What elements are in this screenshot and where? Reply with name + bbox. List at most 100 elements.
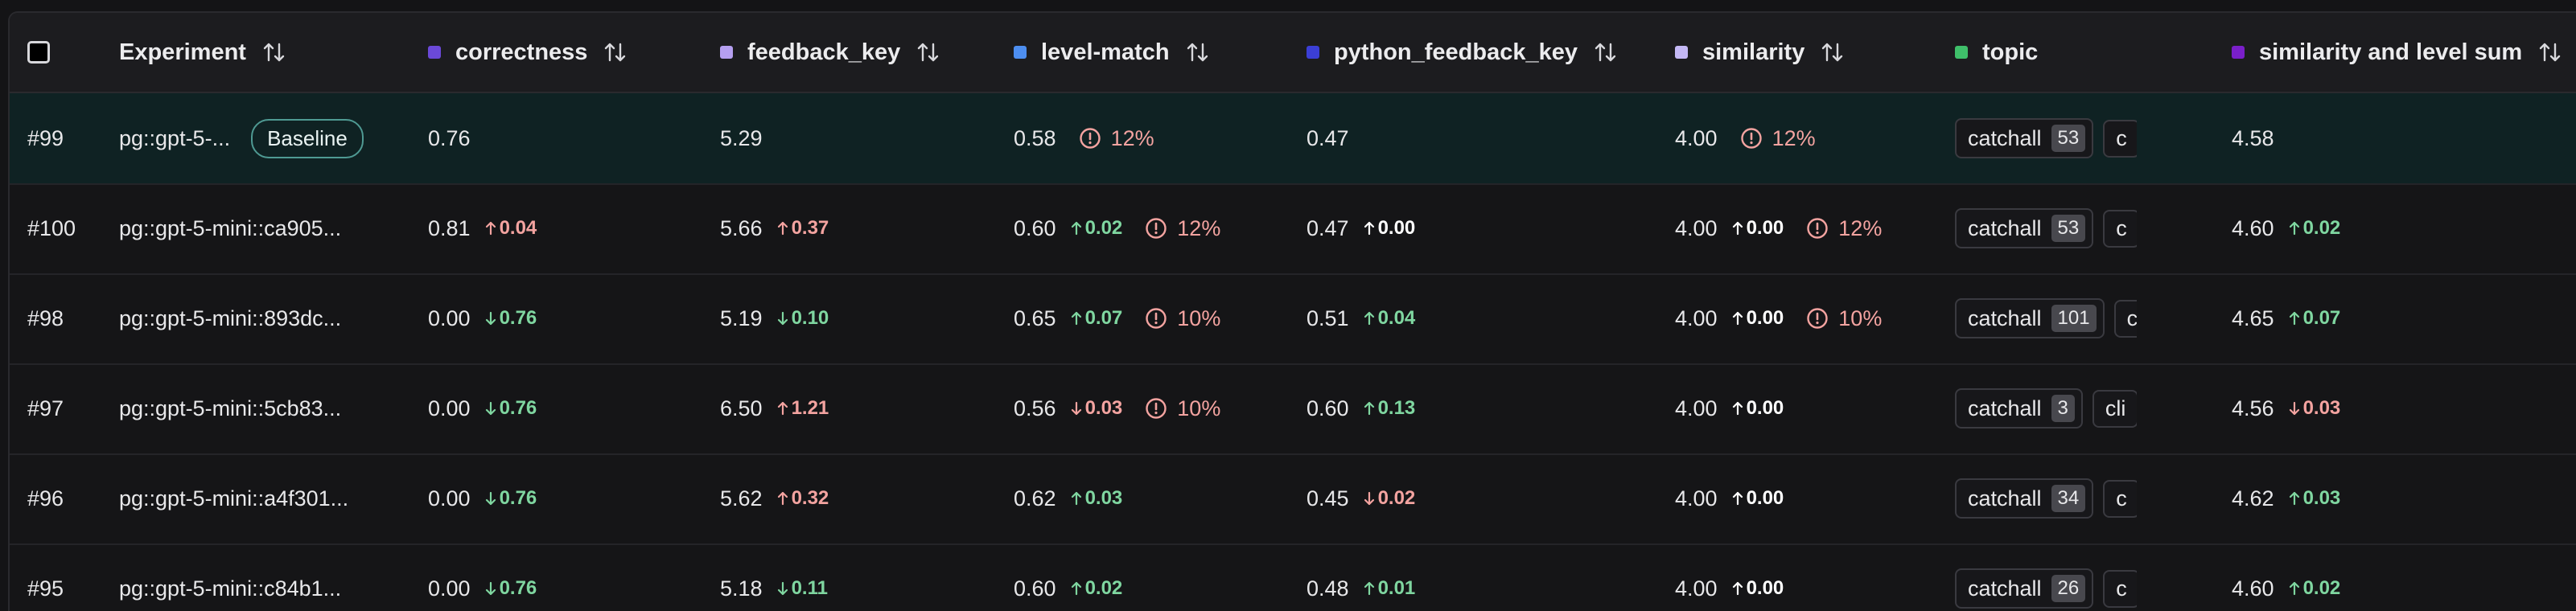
experiment-name[interactable]: pg::gpt-5-mini::ca905... [119,183,341,273]
metric-value: 0.81 [428,215,471,240]
topic-cell: catchall 53 c [1955,93,2137,183]
topic-chips: catchall 53 c [1955,118,2137,158]
arrow-up-icon [1732,221,1747,236]
metric-delta-value: 0.03 [2302,487,2341,509]
experiment-link[interactable]: pg::gpt-5-mini::5cb83... [119,396,342,420]
topic-chip[interactable]: catchall 34 [1955,478,2094,519]
topic-chips: catchall 3 cli [1955,388,2137,429]
topic-chip-truncated[interactable]: c [2103,479,2137,518]
sort-icon[interactable] [262,41,286,64]
experiment-link[interactable]: pg::gpt-5-mini::893dc... [119,306,342,330]
topic-chip[interactable]: catchall 26 [1955,568,2094,609]
topic-chip-truncated[interactable]: c [2113,299,2137,338]
metric-cell-feedback-key: 5.62 0.32 [720,453,829,543]
experiment-link[interactable]: pg::gpt-5-mini::c84b1... [119,576,342,601]
topic-chip[interactable]: catchall 3 [1955,388,2083,429]
metric-cell-similarity: 4.00 0.00 [1675,543,1784,611]
arrow-down-icon [2289,401,2303,416]
error-rate-warning[interactable]: 12% [1145,216,1220,241]
topic-chip-truncated[interactable]: cli [2092,389,2137,428]
sort-icon[interactable] [1594,41,1618,64]
experiment-link[interactable]: pg::gpt-5-... [119,125,231,150]
experiment-name[interactable]: pg::gpt-5-mini::893dc... [119,273,341,363]
metric-value: 4.00 [1675,125,1718,150]
sort-icon[interactable] [916,41,940,64]
arrow-down-icon [1071,401,1085,416]
metric-delta-value: 0.00 [1746,307,1784,329]
row-id-text: #97 [27,396,64,420]
metric-delta: 0.02 [2289,217,2340,240]
table-row[interactable]: #98 pg::gpt-5-mini::893dc... 0.00 0.76 5.19 0… [10,273,2576,365]
experiment-link[interactable]: pg::gpt-5-mini::a4f301... [119,486,349,511]
metric-value: 5.18 [720,576,763,601]
experiment-name[interactable]: pg::gpt-5-mini::5cb83... [119,363,341,453]
error-rate-warning[interactable]: 10% [1145,396,1220,421]
topic-chip[interactable]: catchall 101 [1955,298,2105,338]
column-header-7[interactable]: similarity and level sum [2232,13,2562,92]
error-rate-warning[interactable]: 10% [1806,306,1882,331]
metric-cell-similarity-and-level-sum: 4.65 0.07 [2232,273,2340,363]
metric-delta: 0.04 [485,217,537,240]
column-header-0[interactable]: Experiment [119,13,286,92]
metric-cell-similarity: 4.00 0.00 10% [1675,273,1882,363]
topic-chip-truncated[interactable]: c [2103,119,2137,158]
table-row[interactable]: #96 pg::gpt-5-mini::a4f301... 0.00 0.76 5.62… [10,453,2576,545]
experiment-name[interactable]: pg::gpt-5-mini::a4f301... [119,453,348,543]
column-header-1[interactable]: correctness [428,13,628,92]
metric-color-swatch [428,46,441,59]
metric-value: 0.51 [1307,306,1349,330]
topic-chip-truncated[interactable]: c [2103,209,2137,248]
sort-icon[interactable] [1186,41,1210,64]
arrow-down-icon [485,581,500,596]
metric-delta: 0.00 [1732,397,1784,420]
error-rate-warning[interactable]: 10% [1145,306,1220,331]
error-rate-warning[interactable]: 12% [1806,216,1882,241]
column-header-5[interactable]: similarity [1675,13,1845,92]
arrow-up-icon [1364,221,1378,236]
column-header-3[interactable]: level-match [1014,13,1210,92]
metric-delta: 0.76 [485,307,537,330]
row-id: #95 [27,543,64,611]
table-row[interactable]: #100 pg::gpt-5-mini::ca905... 0.81 0.04 5.66… [10,183,2576,275]
topic-chip[interactable]: catchall 53 [1955,118,2094,158]
metric-delta: 0.37 [777,217,829,240]
metric-delta-value: 0.00 [1746,577,1784,599]
column-header-6[interactable]: topic [1955,13,2038,92]
metric-delta-value: 0.00 [1377,217,1416,239]
topic-chip[interactable]: catchall 53 [1955,208,2094,248]
column-header-label: similarity [1702,39,1805,65]
column-header-2[interactable]: feedback_key [720,13,940,92]
metric-delta: 0.07 [2289,307,2340,330]
select-all-checkbox[interactable] [27,41,50,64]
table-row[interactable]: #99 pg::gpt-5-... Baseline 0.76 5.29 0.58 12% 0… [10,93,2576,185]
table-row[interactable]: #97 pg::gpt-5-mini::5cb83... 0.00 0.76 6.50 1… [10,363,2576,455]
arrow-down-icon [485,311,500,326]
sort-icon[interactable] [603,41,628,64]
metric-value: 0.00 [428,306,471,330]
metric-cell-python-feedback-key: 0.48 0.01 [1307,543,1415,611]
column-header-4[interactable]: python_feedback_key [1307,13,1618,92]
sort-icon[interactable] [2538,41,2562,64]
sort-icon[interactable] [1821,41,1845,64]
metric-delta: 0.00 [1732,487,1784,510]
metric-value: 6.50 [720,396,763,420]
arrow-down-icon [777,581,792,596]
metric-value: 0.47 [1307,125,1349,150]
error-rate-warning[interactable]: 12% [1740,126,1816,151]
metric-cell-python-feedback-key: 0.45 0.02 [1307,453,1415,543]
metric-value: 4.00 [1675,215,1718,240]
metric-cell-similarity-and-level-sum: 4.62 0.03 [2232,453,2340,543]
metric-value: 0.45 [1307,486,1349,511]
metric-value: 0.60 [1014,215,1056,240]
experiment-name[interactable]: pg::gpt-5-mini::c84b1... [119,543,341,611]
topic-chip-truncated[interactable]: c [2103,569,2137,608]
metric-delta: 0.00 [1364,217,1416,240]
metric-cell-similarity: 4.00 0.00 [1675,363,1784,453]
experiment-name[interactable]: pg::gpt-5-... Baseline [119,93,364,183]
metric-color-swatch [1955,46,1968,59]
error-rate-value: 12% [1772,125,1816,150]
error-rate-warning[interactable]: 12% [1079,126,1154,151]
metric-delta: 0.13 [1364,397,1415,420]
experiment-link[interactable]: pg::gpt-5-mini::ca905... [119,215,342,240]
table-row[interactable]: #95 pg::gpt-5-mini::c84b1... 0.00 0.76 5.18 0… [10,543,2576,611]
